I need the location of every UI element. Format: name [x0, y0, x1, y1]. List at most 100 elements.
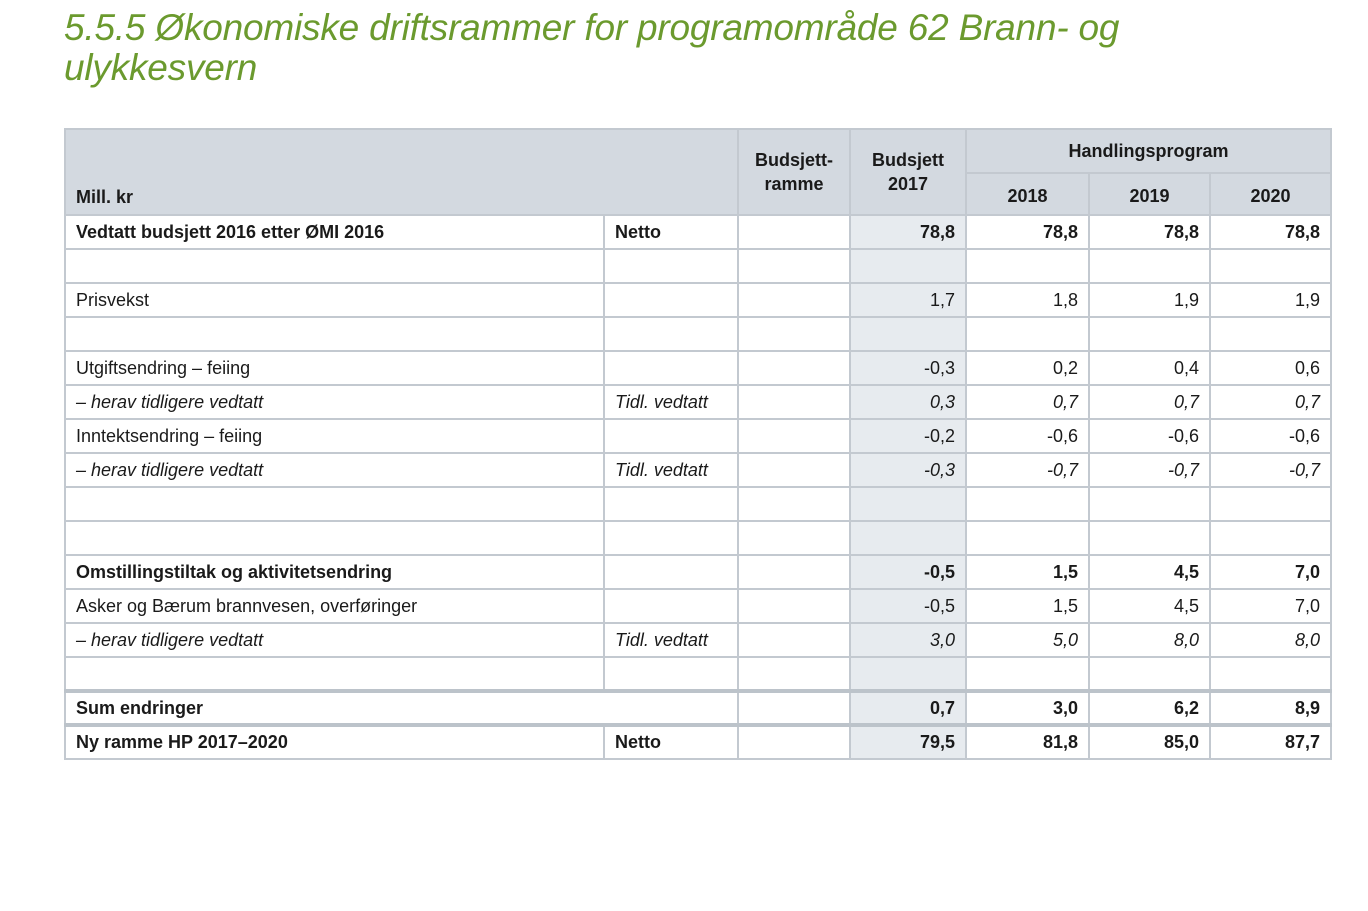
budsjett-2017-cell: -0,5 [849, 588, 967, 624]
row-type [603, 520, 739, 556]
budsjett-2017-cell: 0,7 [849, 689, 967, 726]
budsjettramme-cell [737, 316, 851, 352]
table-row: – herav tidligere vedtatt Tidl. vedtatt -0… [64, 452, 1332, 488]
row-type [603, 554, 739, 590]
budsjett-2017-cell: -0,2 [849, 418, 967, 454]
year-2018-cell [965, 486, 1090, 522]
row-label: Prisvekst [64, 282, 605, 318]
year-2019-cell: 0,7 [1088, 384, 1211, 420]
budsjett-2017-cell: 79,5 [849, 723, 967, 760]
budsjettramme-header: Budsjett-ramme [737, 128, 851, 216]
year-2018-cell [965, 520, 1090, 556]
budsjettramme-cell [737, 418, 851, 454]
year-2018-cell: -0,6 [965, 418, 1090, 454]
year-2020-cell [1209, 656, 1332, 692]
row-label [64, 656, 605, 692]
year-2019-cell [1088, 656, 1211, 692]
budsjettramme-cell [737, 723, 851, 760]
year-2020-cell [1209, 316, 1332, 352]
table-row [64, 656, 1332, 692]
row-type [603, 248, 739, 284]
year-2018-cell: 1,8 [965, 282, 1090, 318]
year-2019-cell: 4,5 [1088, 554, 1211, 590]
year-2018-cell [965, 656, 1090, 692]
year-2018-header: 2018 [965, 172, 1090, 216]
budsjettramme-cell [737, 350, 851, 386]
budsjett-2017-cell: -0,5 [849, 554, 967, 590]
budsjett-2017-cell: 0,3 [849, 384, 967, 420]
budsjett-2017-cell [849, 656, 967, 692]
table-row: Asker og Bærum brannvesen, overføringer -… [64, 588, 1332, 624]
year-2019-header: 2019 [1088, 172, 1211, 216]
year-2020-cell: 8,0 [1209, 622, 1332, 658]
budsjett-2017-cell: -0,3 [849, 350, 967, 386]
table-row [64, 316, 1332, 352]
year-2020-cell [1209, 248, 1332, 284]
sum-label: Sum endringer [64, 689, 739, 726]
page-title: 5.5.5 Økonomiske driftsrammer for progra… [64, 7, 1120, 88]
row-type: Tidl. vedtatt [603, 622, 739, 658]
row-type [603, 588, 739, 624]
table-row [64, 486, 1332, 522]
row-type: Netto [603, 214, 739, 250]
year-2018-cell: 1,5 [965, 588, 1090, 624]
year-2018-cell: 81,8 [965, 723, 1090, 760]
row-type [603, 486, 739, 522]
total-type: Netto [603, 723, 739, 760]
budsjett-2017-cell [849, 316, 967, 352]
year-2020-cell: 7,0 [1209, 588, 1332, 624]
table-row: – herav tidligere vedtatt Tidl. vedtatt 3,… [64, 622, 1332, 658]
year-2019-cell: 1,9 [1088, 282, 1211, 318]
row-label [64, 520, 605, 556]
budsjettramme-cell [737, 588, 851, 624]
row-type [603, 418, 739, 454]
year-2018-cell [965, 316, 1090, 352]
handlingsprogram-header: Handlingsprogram [965, 128, 1332, 174]
row-label: – herav tidligere vedtatt [64, 452, 605, 488]
year-2020-cell: 0,7 [1209, 384, 1332, 420]
year-2018-cell: 0,7 [965, 384, 1090, 420]
year-2020-cell: 78,8 [1209, 214, 1332, 250]
year-2020-cell [1209, 486, 1332, 522]
year-2018-cell: 3,0 [965, 689, 1090, 726]
budget-table: Mill. kr Budsjett-ramme Budsjett 2017 Ha… [64, 128, 1332, 760]
budsjett-2017-cell [849, 520, 967, 556]
table-row: Utgiftsendring – feiing -0,3 0,2 0,4 0,6 [64, 350, 1332, 386]
year-2020-cell: -0,6 [1209, 418, 1332, 454]
year-2018-cell: 78,8 [965, 214, 1090, 250]
budsjett-2017-cell: 3,0 [849, 622, 967, 658]
year-2020-cell [1209, 520, 1332, 556]
budsjettramme-cell [737, 282, 851, 318]
row-label [64, 486, 605, 522]
total-row: Ny ramme HP 2017–2020 Netto 79,5 81,8 85,0 87… [64, 723, 1332, 760]
total-label: Ny ramme HP 2017–2020 [64, 723, 605, 760]
table-header: Mill. kr Budsjett-ramme Budsjett 2017 Ha… [64, 128, 1332, 216]
year-2018-cell: -0,7 [965, 452, 1090, 488]
sum-row: Sum endringer 0,7 3,0 6,2 8,9 [64, 689, 1332, 726]
year-2018-cell: 5,0 [965, 622, 1090, 658]
row-label [64, 248, 605, 284]
table-row: Prisvekst 1,7 1,8 1,9 1,9 [64, 282, 1332, 318]
budsjett-2017-cell: -0,3 [849, 452, 967, 488]
row-label: Asker og Bærum brannvesen, overføringer [64, 588, 605, 624]
year-2020-cell: 87,7 [1209, 723, 1332, 760]
row-type [603, 282, 739, 318]
year-2020-cell: 0,6 [1209, 350, 1332, 386]
budsjett-2017-cell [849, 486, 967, 522]
year-2019-cell: 0,4 [1088, 350, 1211, 386]
year-2020-cell: -0,7 [1209, 452, 1332, 488]
budsjettramme-cell [737, 689, 851, 726]
year-2018-cell [965, 248, 1090, 284]
year-2019-cell: 4,5 [1088, 588, 1211, 624]
row-label: Omstillingstiltak og aktivitetsendring [64, 554, 605, 590]
budsjettramme-cell [737, 622, 851, 658]
table-row [64, 520, 1332, 556]
budsjettramme-cell [737, 384, 851, 420]
budsjett-2017-cell [849, 248, 967, 284]
budsjettramme-cell [737, 214, 851, 250]
budsjett-2017-cell: 78,8 [849, 214, 967, 250]
budsjettramme-cell [737, 248, 851, 284]
table-row: Vedtatt budsjett 2016 etter ØMI 2016 Nett… [64, 214, 1332, 250]
budsjettramme-cell [737, 520, 851, 556]
budsjettramme-cell [737, 452, 851, 488]
